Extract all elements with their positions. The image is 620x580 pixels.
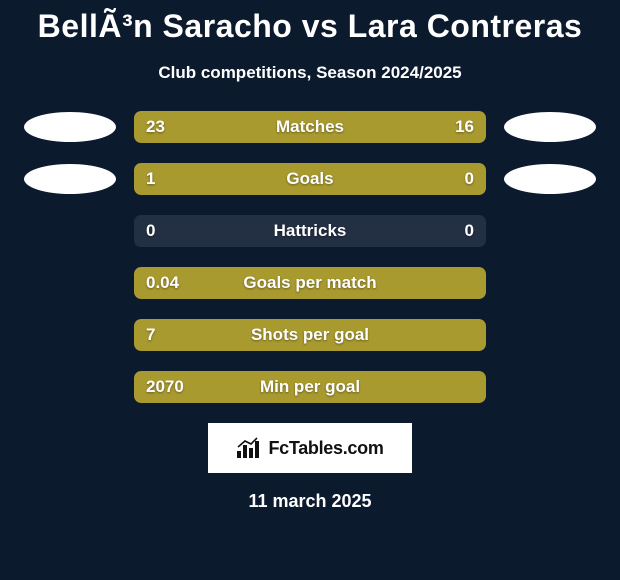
stat-row: 2070 Min per goal (0, 371, 620, 403)
avatar-spacer (24, 320, 116, 350)
stats-list: 23 Matches 16 1 Goals 0 0 Hattricks 0 0.04 Goals p… (0, 111, 620, 403)
player-avatar-left (24, 112, 116, 142)
avatar-spacer (24, 216, 116, 246)
stat-row: 23 Matches 16 (0, 111, 620, 143)
stat-value-left: 2070 (146, 377, 184, 397)
player-avatar-right (504, 164, 596, 194)
stat-row: 1 Goals 0 (0, 163, 620, 195)
stat-label: Goals per match (243, 273, 376, 293)
stat-value-left: 7 (146, 325, 155, 345)
stat-row: 0.04 Goals per match (0, 267, 620, 299)
stat-value-right: 16 (455, 117, 474, 137)
stat-row: 7 Shots per goal (0, 319, 620, 351)
avatar-spacer (504, 320, 596, 350)
stat-bar: 0.04 Goals per match (134, 267, 486, 299)
avatar-spacer (504, 372, 596, 402)
comparison-card: BellÃ³n Saracho vs Lara Contreras Club c… (0, 0, 620, 512)
logo-text: FcTables.com (268, 438, 383, 459)
avatar-spacer (24, 372, 116, 402)
stat-value-right: 0 (465, 221, 474, 241)
stat-row: 0 Hattricks 0 (0, 215, 620, 247)
avatar-spacer (504, 216, 596, 246)
bar-fill-left (134, 163, 398, 195)
stat-bar: 0 Hattricks 0 (134, 215, 486, 247)
stat-bar: 23 Matches 16 (134, 111, 486, 143)
stat-value-right: 0 (465, 169, 474, 189)
date-label: 11 march 2025 (0, 491, 620, 512)
stat-value-left: 23 (146, 117, 165, 137)
avatar-spacer (24, 268, 116, 298)
stat-label: Hattricks (274, 221, 347, 241)
stat-label: Shots per goal (251, 325, 369, 345)
stat-value-left: 1 (146, 169, 155, 189)
player-avatar-left (24, 164, 116, 194)
stat-label: Matches (276, 117, 344, 137)
page-title: BellÃ³n Saracho vs Lara Contreras (0, 8, 620, 45)
logo-badge: FcTables.com (208, 423, 412, 473)
stat-bar: 2070 Min per goal (134, 371, 486, 403)
subtitle: Club competitions, Season 2024/2025 (0, 63, 620, 83)
stat-label: Min per goal (260, 377, 360, 397)
stat-label: Goals (286, 169, 333, 189)
player-avatar-right (504, 112, 596, 142)
stat-value-left: 0.04 (146, 273, 179, 293)
stat-value-left: 0 (146, 221, 155, 241)
bar-chart-icon (236, 437, 262, 459)
stat-bar: 7 Shots per goal (134, 319, 486, 351)
stat-bar: 1 Goals 0 (134, 163, 486, 195)
avatar-spacer (504, 268, 596, 298)
